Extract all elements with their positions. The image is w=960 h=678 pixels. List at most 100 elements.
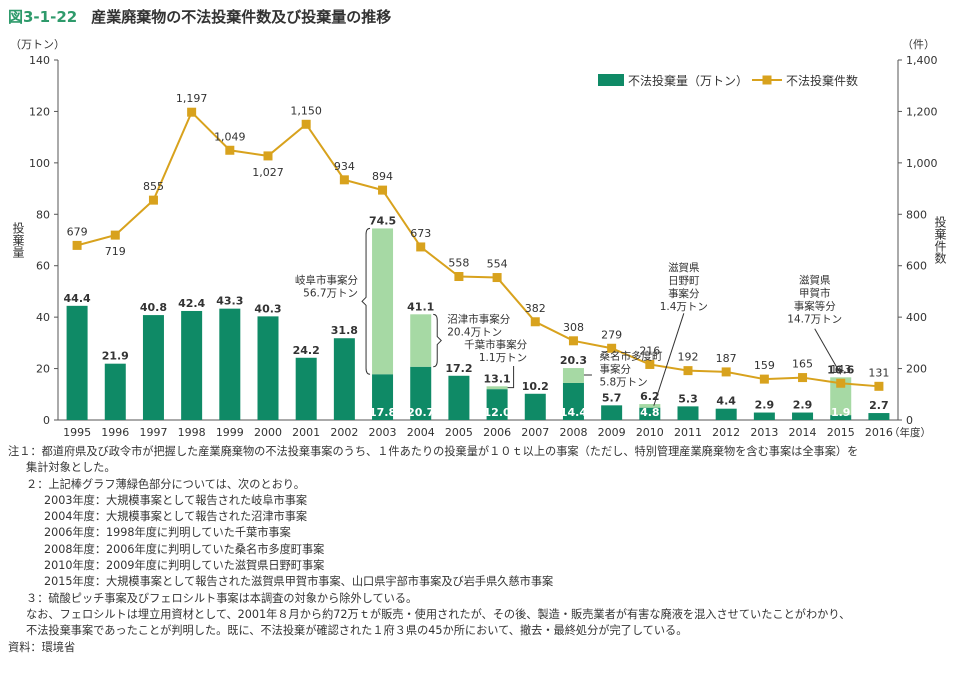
annotation-bracket [361,227,371,375]
note-line: 注１：都道府県及び政令市が把握した産業廃棄物の不法投棄事案のうち、１件あたりの投… [8,445,859,458]
bar-large-case [639,404,661,408]
right-tick-label: 1,000 [906,157,938,170]
notes: 注１：都道府県及び政令市が把握した産業廃棄物の不法投棄事案のうち、１件あたりの投… [8,444,956,656]
bar-base [410,366,432,420]
count-marker [568,336,578,346]
bar-base [562,382,584,420]
bar-base [333,338,355,420]
count-value-label: 1,197 [176,92,208,105]
bar-large-case [410,314,432,367]
annotation-line: 滋賀県 [799,274,831,287]
right-axis-unit: （件） [902,38,935,51]
x-tick-label: 2016 [865,426,893,439]
bar-base [486,389,508,420]
annotation-line: 1.1万トン [479,352,527,364]
bar-large-case [830,377,852,416]
annotation-line: 1.4万トン [660,301,708,313]
bar-value-label: 2.9 [793,399,813,412]
annotation-line: 日野町 [668,275,700,287]
right-tick-label: 800 [906,208,927,221]
count-value-label: 554 [487,258,508,271]
bar-value-label: 6.2 [640,390,660,403]
count-marker [187,107,197,117]
left-tick-label: 40 [36,311,50,324]
annotation-line: 桑名市多度町 [599,350,662,363]
bar-value-label: 4.4 [716,395,736,408]
bar-base [295,357,317,420]
count-line [76,110,879,388]
count-value-label: 679 [67,225,88,238]
bar-base-value-label: 4.8 [640,406,660,419]
count-value-label: 719 [105,245,126,258]
count-value-label: 131 [868,366,889,379]
x-tick-label: 2000 [254,426,282,439]
figure-number: 図3-1-22 [8,8,78,26]
count-marker [454,272,464,282]
annotation-line: 14.7万トン [787,314,842,326]
bar-value-label: 24.2 [293,344,320,357]
figure-title: 図3-1-22 産業廃棄物の不法投棄件数及び投棄量の推移 [8,6,391,27]
count-value-label: 216 [639,344,660,357]
count-marker [416,242,426,252]
left-axis-label: 投棄量 [11,221,25,258]
note-line: 2008年度：2006年度に判明していた桑名市多度町事案 [44,542,325,556]
bar-base-value-label: 17.8 [369,406,396,419]
x-tick-label: 2010 [636,426,664,439]
count-value-label: 165 [792,358,813,371]
count-marker [378,185,388,195]
annotation-line: 事案分 [668,287,700,300]
x-tick-label: 2004 [407,426,435,439]
bar-base [868,413,890,420]
bar-large-case [372,228,394,375]
bar-base [219,308,241,420]
bar-value-label: 40.3 [254,302,281,315]
bar-value-label: 5.3 [678,392,698,405]
count-value-label: 192 [678,351,699,364]
x-tick-label: 2005 [445,426,473,439]
left-tick-label: 60 [36,260,50,273]
bar-base [753,412,775,420]
count-value-label: 159 [754,359,775,372]
count-value-label: 1,049 [214,130,246,143]
bar-base [792,412,814,420]
annotation-line: 事案等分 [794,300,836,313]
annotation-line: 56.7万トン [303,288,358,300]
annotation-line: 事案分 [599,363,631,376]
bar-value-label: 5.7 [602,391,622,404]
note-line: 2010年度：2009年度に判明していた滋賀県日野町事案 [44,559,325,573]
x-tick-label: 2006 [483,426,511,439]
bar-base-value-label: 1.9 [831,406,851,419]
note-line: なお、フェロシルトは埋立用資材として、2001年８月から約72万ｔが販売・使用さ… [26,607,851,621]
annotation-leader [653,313,685,406]
bar-base [448,375,470,420]
bar-value-label: 44.4 [64,292,91,305]
bar-value-label: 20.3 [560,354,587,367]
bar-value-label: 74.5 [369,214,396,227]
bar-base [66,305,88,420]
annotation-line: 甲賀市 [799,287,831,300]
annotation-line: 千葉市事案分 [464,338,527,351]
bar-value-label: 42.4 [178,297,205,310]
x-axis-unit: （年度） [889,426,931,439]
x-tick-label: 2002 [330,426,358,439]
bar-value-label: 40.8 [140,301,167,314]
note-line: ３：硫酸ピッチ事案及びフェロシルト事案は本調査の対象から除外している。 [26,591,418,605]
count-value-label: 934 [334,160,355,173]
count-marker [683,366,693,376]
bar-base [639,407,661,420]
right-tick-label: 0 [906,414,913,427]
legend-bar-label: 不法投棄量（万トン） [628,73,748,88]
bar-value-label: 17.2 [445,362,472,375]
bar-base [601,405,623,420]
count-value-label: 382 [525,302,546,315]
count-value-label: 187 [716,352,737,365]
count-marker [759,374,769,384]
bar-base [524,393,546,420]
count-value-label: 558 [448,257,469,270]
count-value-label: 308 [563,321,584,334]
left-tick-label: 120 [29,105,50,118]
